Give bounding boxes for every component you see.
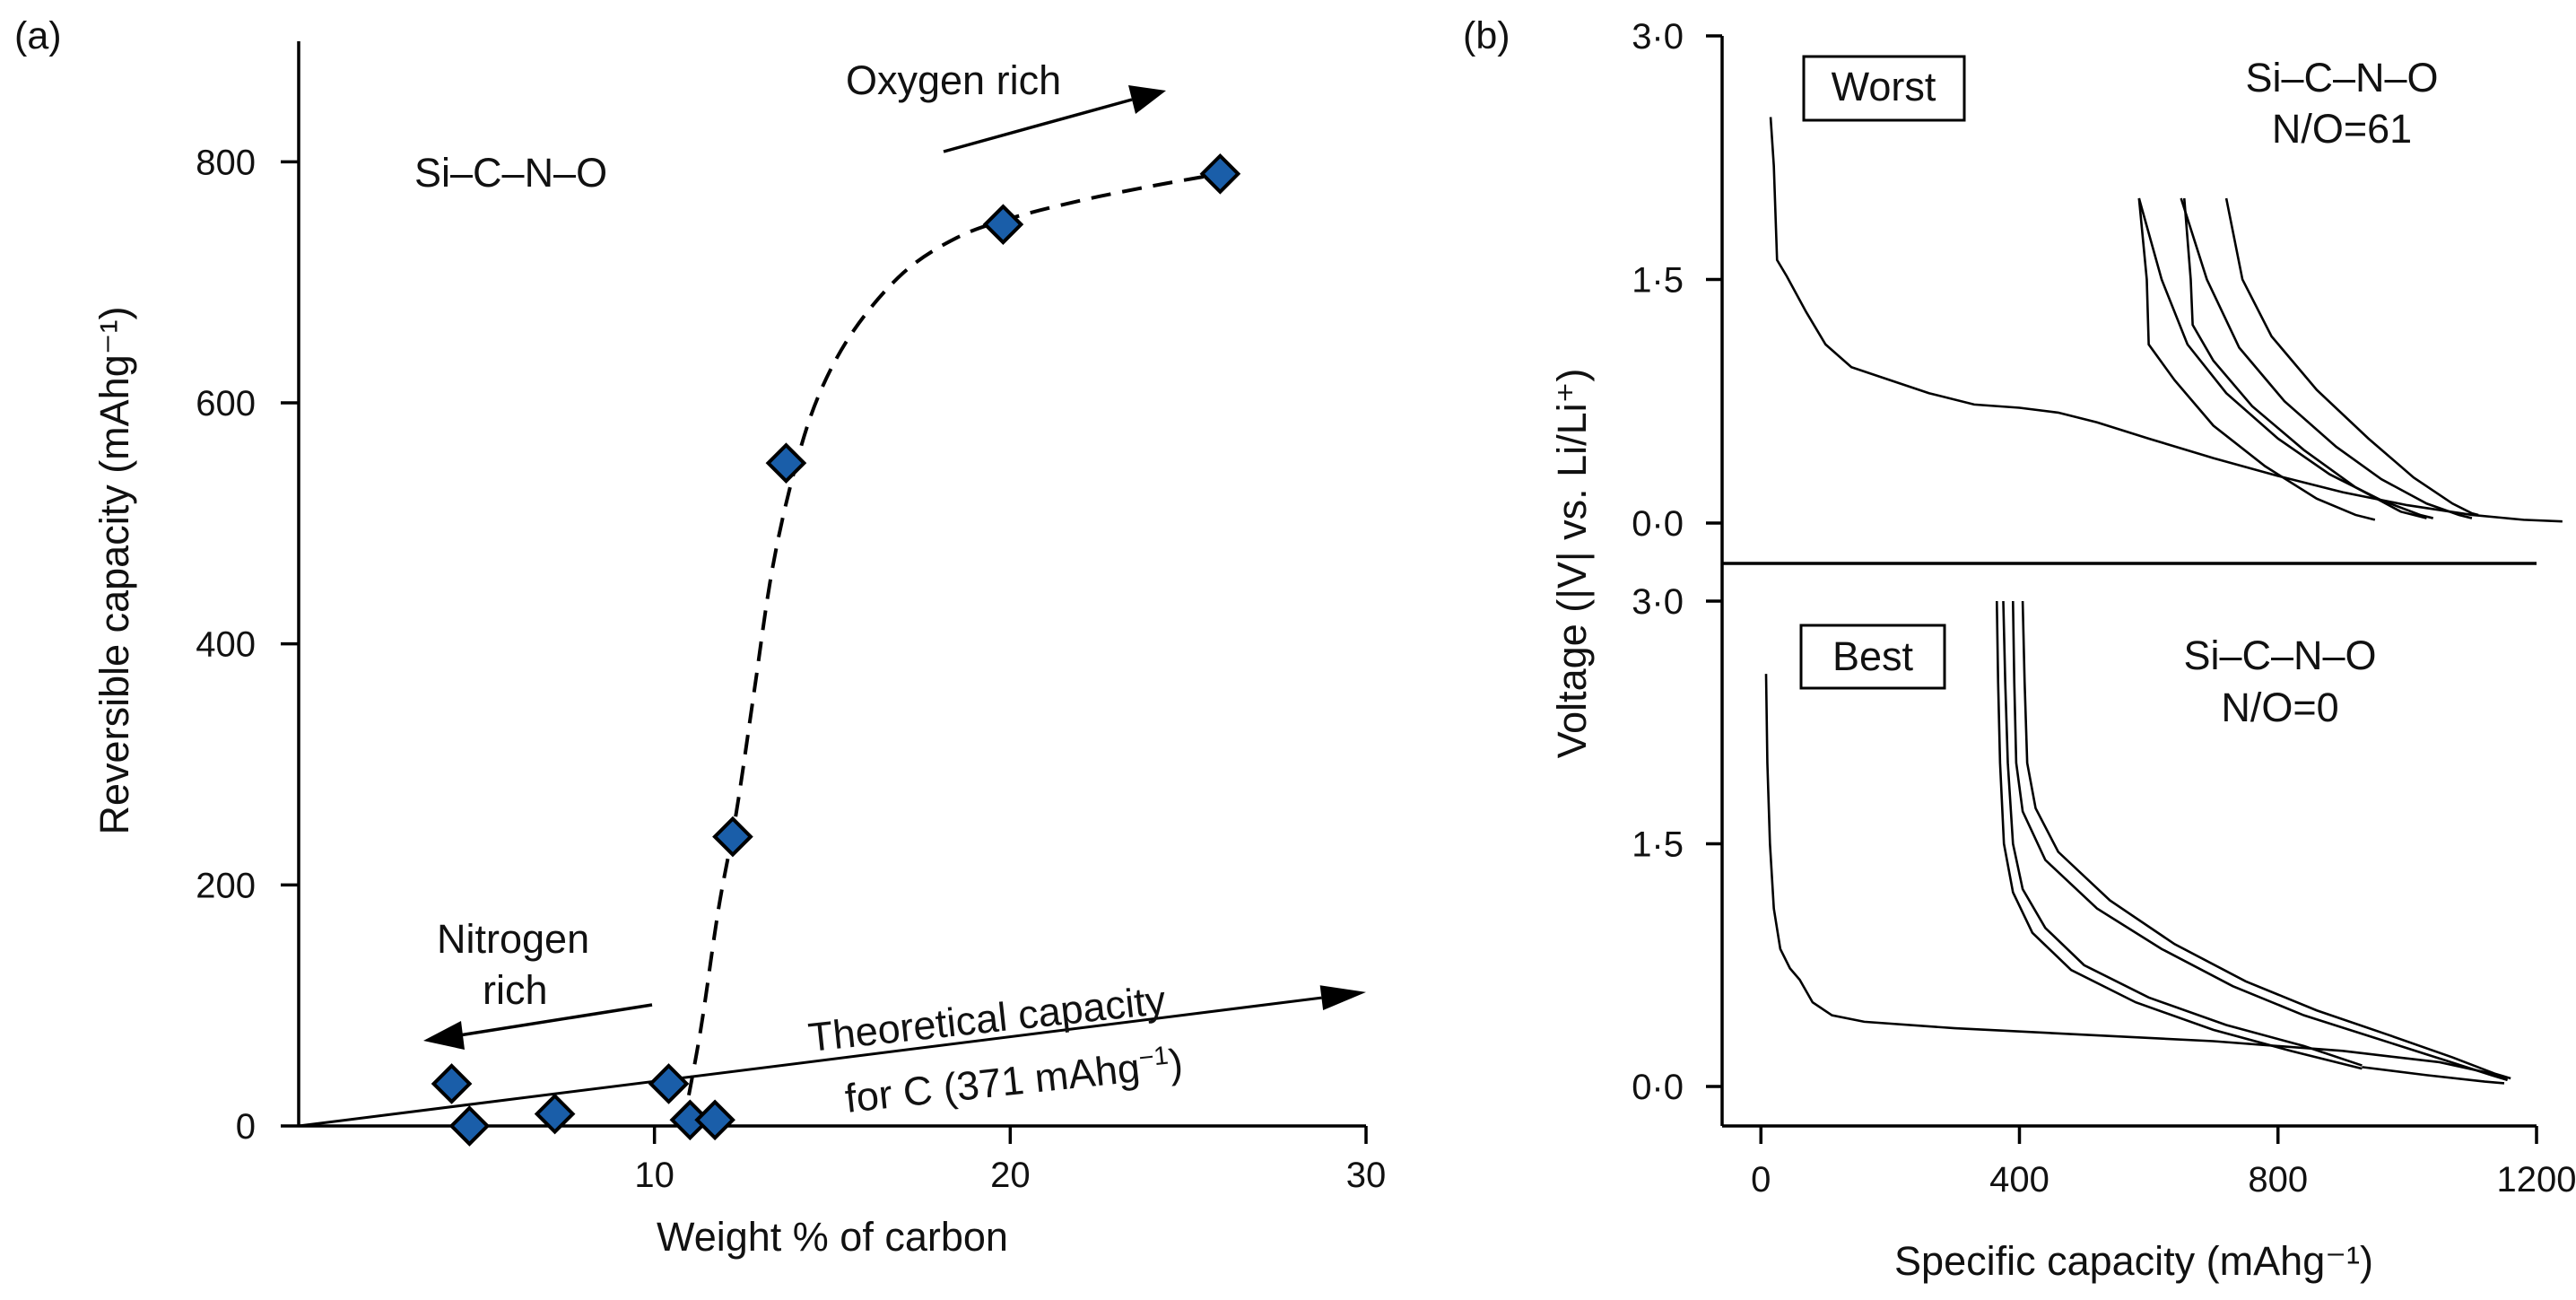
data-point <box>648 1063 690 1104</box>
voltage-curve-best-1 <box>2011 600 2508 1082</box>
x-tick-label: 0 <box>1751 1160 1771 1200</box>
y-tick-label: 400 <box>196 625 256 665</box>
best-label: Best <box>1832 633 1914 679</box>
theoretical-arrowhead-icon <box>1319 985 1366 1010</box>
data-point <box>448 1105 491 1147</box>
x-tick-label: 30 <box>1346 1156 1387 1195</box>
x-tick-label: 10 <box>634 1156 674 1195</box>
nitrogen-label-line2: rich <box>483 967 548 1013</box>
voltage-curve-worst-3 <box>2137 197 2434 519</box>
theoretical-capacity-line <box>298 996 1322 1128</box>
best-label-box <box>1799 624 1946 690</box>
oxygen-rich-label: Oxygen rich <box>846 57 1061 103</box>
y-tick-label: 800 <box>196 143 256 182</box>
panel-b-x-label: Specific capacity (mAhg⁻¹) <box>1894 1238 2373 1284</box>
y-tick-label: 1·5 <box>1632 261 1684 301</box>
nitrogen-arrow-line <box>458 1003 653 1037</box>
panel-a-ticks: 10 20 30 0 200 400 600 800 <box>196 143 1386 1195</box>
data-point <box>982 204 1024 246</box>
y-tick-label: 1·5 <box>1632 825 1684 865</box>
data-point <box>694 1099 735 1141</box>
voltage-curve-best-4 <box>2002 600 2363 1067</box>
panel-b-label: (b) <box>1463 14 1510 57</box>
x-tick-label: 20 <box>990 1156 1031 1195</box>
panel-a-x-label: Weight % of carbon <box>657 1214 1008 1260</box>
nitrogen-arrow-icon <box>423 1021 465 1050</box>
x-tick-label: 1200 <box>2497 1160 2576 1200</box>
x-tick-label: 800 <box>2248 1160 2308 1200</box>
y-tick-label: 0·0 <box>1632 1068 1684 1107</box>
y-tick-label: 0 <box>236 1107 256 1147</box>
best-system-label: Si–C–N–O <box>2183 633 2376 678</box>
y-tick-label: 200 <box>196 866 256 905</box>
y-tick-label: 3·0 <box>1632 17 1684 57</box>
worst-label: Worst <box>1832 64 1936 109</box>
voltage-curves <box>1764 117 2563 1085</box>
oxygen-arrow-icon <box>1128 85 1166 114</box>
data-point <box>1199 153 1241 195</box>
panel-a-label: (a) <box>14 14 62 57</box>
data-points <box>431 153 1241 1147</box>
voltage-curve-worst-2 <box>2182 197 2427 519</box>
x-tick-label: 400 <box>1989 1160 2049 1200</box>
y-tick-label: 3·0 <box>1632 582 1684 622</box>
panel-b: (b) 0·01·53·00·01·53·00 400 800 1200 Worst … <box>1463 14 2576 1284</box>
voltage-curve-worst-1 <box>2137 197 2376 521</box>
y-tick-label: 0·0 <box>1632 504 1684 544</box>
panel-b-y-label: Voltage (|V| vs. Li/Li⁺) <box>1549 369 1595 759</box>
nitrogen-label-line1: Nitrogen <box>437 916 589 962</box>
worst-ratio-label: N/O=61 <box>2272 106 2412 152</box>
voltage-curve-worst-4 <box>2180 197 2473 519</box>
fit-curve <box>681 171 1221 1127</box>
voltage-curve-best-2 <box>2021 600 2511 1080</box>
voltage-curve-best-3 <box>1995 600 2363 1070</box>
data-point <box>712 816 753 858</box>
voltage-curve-worst-5 <box>2224 197 2479 517</box>
oxygen-arrow-line <box>943 98 1133 153</box>
data-point <box>765 442 807 484</box>
worst-system-label: Si–C–N–O <box>2245 55 2438 100</box>
panel-a-y-label: Reversible capacity (mAhg⁻¹) <box>91 307 137 835</box>
voltage-curve-worst-0 <box>1769 117 2563 523</box>
panel-a: (a) 10 20 30 0 200 400 600 800 Si–C–N–O Oxygen … <box>14 14 1386 1260</box>
system-label: Si–C–N–O <box>414 150 607 196</box>
panel-b-ticks: 0·0 1·5 3·0 0·0 1·5 3·0 0 400 800 1200 <box>1632 17 2576 1200</box>
voltage-curve-best-5 <box>2362 1066 2505 1085</box>
voltage-curve-best-0 <box>1764 674 2509 1081</box>
worst-label-box <box>1802 55 1966 122</box>
best-ratio-label: N/O=0 <box>2221 685 2338 730</box>
y-tick-label: 600 <box>196 384 256 423</box>
data-point <box>431 1063 473 1104</box>
data-point <box>534 1093 576 1135</box>
